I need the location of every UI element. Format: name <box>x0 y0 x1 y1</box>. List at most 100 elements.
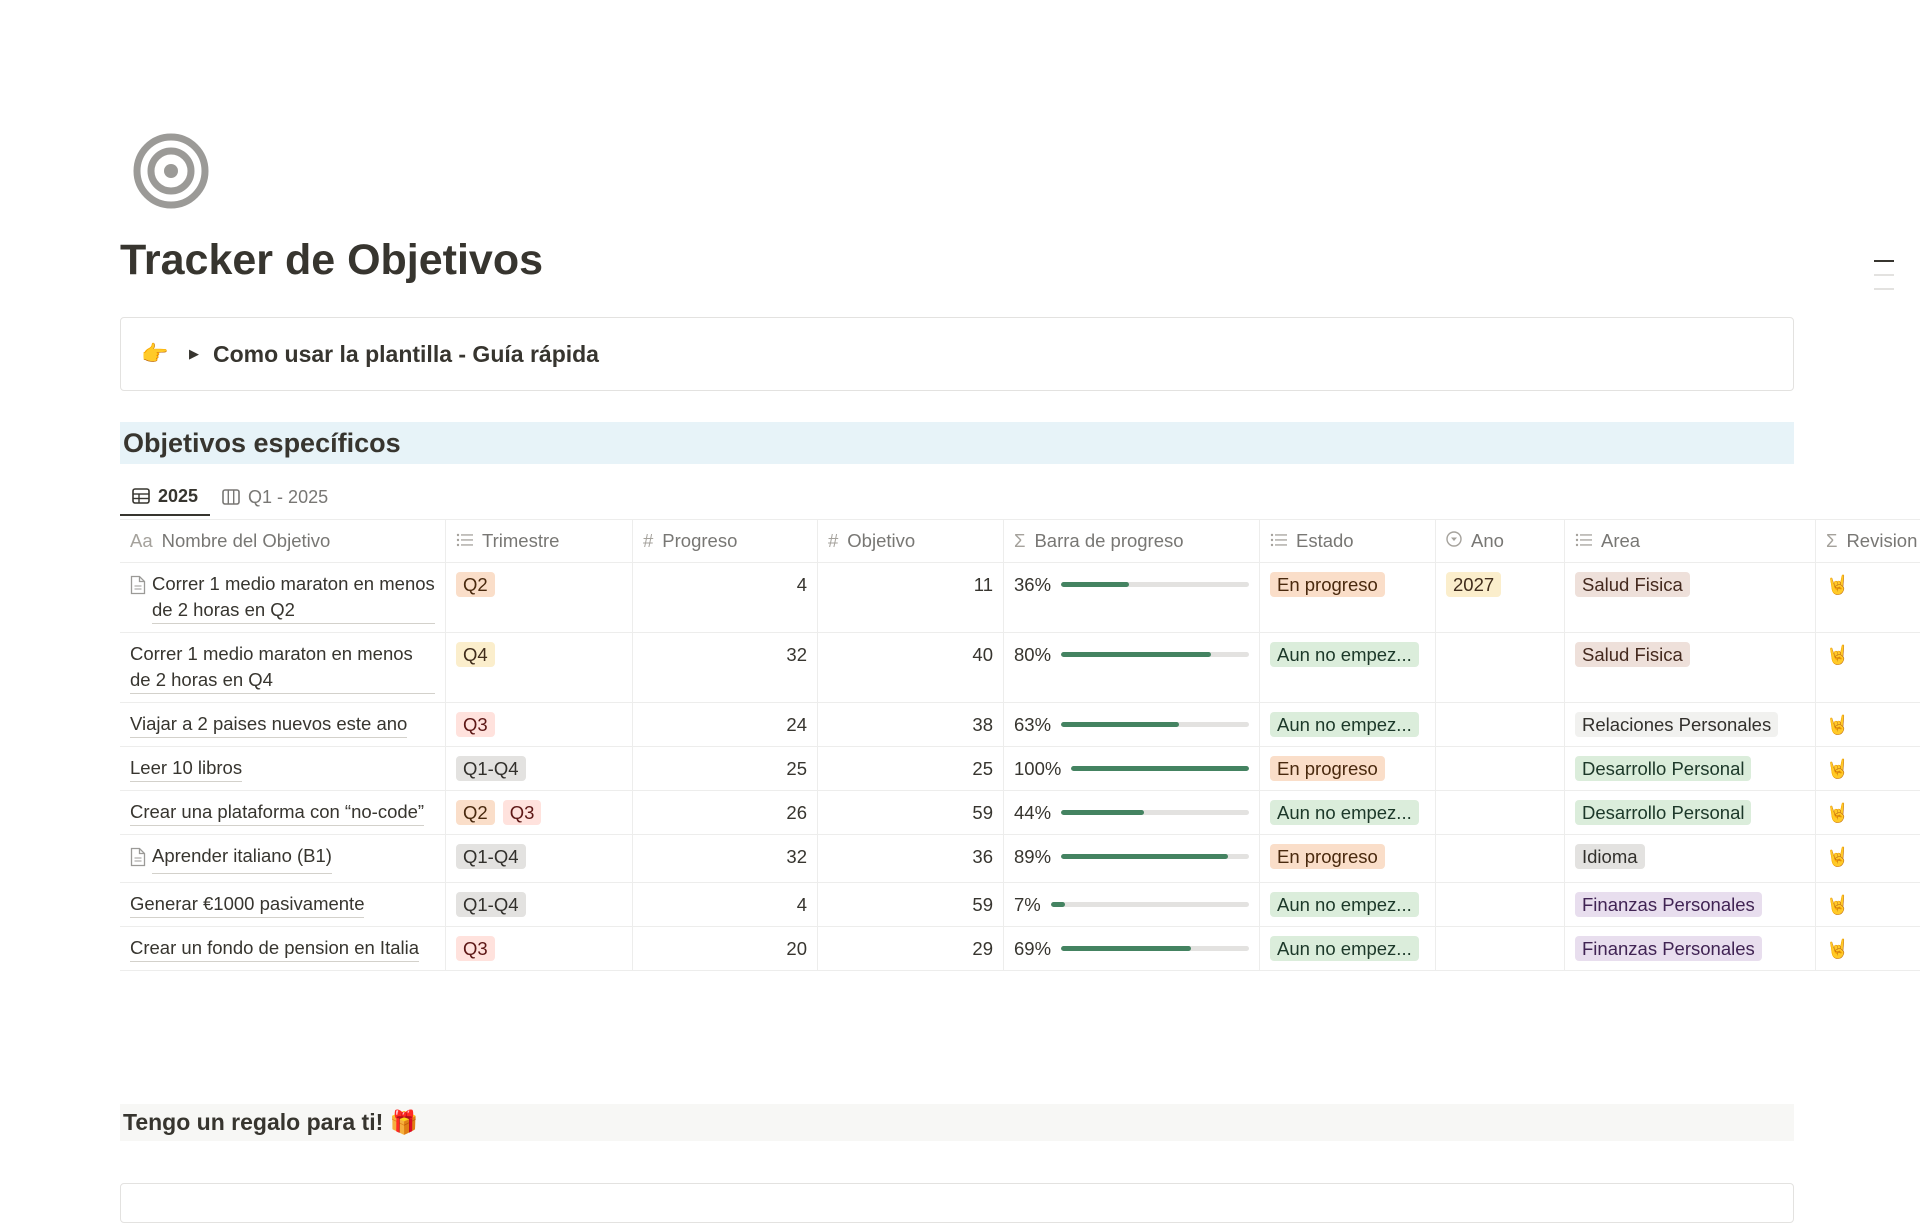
table-row[interactable]: Crear una plataforma con “no-code” Q2 Q3 26… <box>120 791 1920 835</box>
number-icon: # <box>643 529 654 551</box>
ano-cell[interactable] <box>1436 633 1565 702</box>
column-header-progreso[interactable]: # Progreso <box>633 520 818 562</box>
table-row[interactable]: Viajar a 2 paises nuevos este ano Q3 24 38 6… <box>120 703 1920 747</box>
progress-percent: 63% <box>1014 714 1052 735</box>
estado-cell[interactable]: Aun no empez... <box>1260 791 1436 834</box>
estado-cell[interactable]: En progreso <box>1260 563 1436 632</box>
objetivo-value[interactable]: 59 <box>818 883 1004 926</box>
progress-bar-wrap: 44% <box>1014 799 1249 826</box>
objective-name-cell[interactable]: Crear un fondo de pension en Italia <box>120 927 446 970</box>
objetivo-value[interactable]: 38 <box>818 703 1004 746</box>
revision-cell: 🤘 <box>1816 927 1920 970</box>
trimestre-cell[interactable]: Q2 <box>446 563 633 632</box>
revision-cell: 🤘 <box>1816 703 1920 746</box>
objective-name[interactable]: Crear un fondo de pension en Italia <box>130 935 420 962</box>
objective-name-cell[interactable]: Aprender italiano (B1) <box>120 835 446 882</box>
column-header-ano[interactable]: Ano <box>1436 520 1565 562</box>
estado-cell[interactable]: En progreso <box>1260 835 1436 882</box>
objetivo-value[interactable]: 25 <box>818 747 1004 790</box>
estado-cell[interactable]: Aun no empez... <box>1260 883 1436 926</box>
progreso-value[interactable]: 25 <box>633 747 818 790</box>
objective-name[interactable]: Aprender italiano (B1) <box>152 843 332 874</box>
column-header-barra-de-progreso[interactable]: Σ Barra de progreso <box>1004 520 1260 562</box>
ano-cell[interactable] <box>1436 835 1565 882</box>
objetivo-value[interactable]: 40 <box>818 633 1004 702</box>
trimestre-cell[interactable]: Q4 <box>446 633 633 702</box>
tab-q1-2025[interactable]: Q1 - 2025 <box>210 478 340 516</box>
objetivo-value[interactable]: 11 <box>818 563 1004 632</box>
column-header-label: Revision <box>1846 529 1918 551</box>
ano-cell[interactable] <box>1436 747 1565 790</box>
column-header-area[interactable]: Area <box>1565 520 1816 562</box>
trimestre-cell[interactable]: Q2 Q3 <box>446 791 633 834</box>
table-row[interactable]: Correr 1 medio maraton en menos de 2 hor… <box>120 563 1920 633</box>
table-row[interactable]: Generar €1000 pasivamente Q1-Q4 4 59 7% Aun n… <box>120 883 1920 927</box>
progress-percent: 89% <box>1014 846 1052 867</box>
objective-name[interactable]: Crear una plataforma con “no-code” <box>130 799 425 826</box>
estado-cell[interactable]: Aun no empez... <box>1260 927 1436 970</box>
progreso-value[interactable]: 4 <box>633 563 818 632</box>
area-cell[interactable]: Idioma <box>1565 835 1816 882</box>
trimestre-cell[interactable]: Q1-Q4 <box>446 883 633 926</box>
column-header-estado[interactable]: Estado <box>1260 520 1436 562</box>
objetivo-value[interactable]: 36 <box>818 835 1004 882</box>
target-icon <box>133 133 209 209</box>
objective-name[interactable]: Leer 10 libros <box>130 755 243 782</box>
estado-cell[interactable]: Aun no empez... <box>1260 633 1436 702</box>
trimestre-cell[interactable]: Q3 <box>446 703 633 746</box>
objective-name-cell[interactable]: Generar €1000 pasivamente <box>120 883 446 926</box>
ano-cell[interactable] <box>1436 883 1565 926</box>
column-header-nombre-del-objetivo[interactable]: Aa Nombre del Objetivo <box>120 520 446 562</box>
toggle-triangle-icon[interactable]: ▶ <box>189 346 199 361</box>
area-cell[interactable]: Salud Fisica <box>1565 633 1816 702</box>
rock-hand-icon: 🤘 <box>1826 846 1850 867</box>
column-header-trimestre[interactable]: Trimestre <box>446 520 633 562</box>
objective-name[interactable]: Viajar a 2 paises nuevos este ano <box>130 711 408 738</box>
area-cell[interactable]: Desarrollo Personal <box>1565 791 1816 834</box>
objetivo-value[interactable]: 59 <box>818 791 1004 834</box>
column-header-revision[interactable]: Σ Revision <box>1816 520 1920 562</box>
ano-cell[interactable] <box>1436 703 1565 746</box>
objective-name-cell[interactable]: Correr 1 medio maraton en menos de 2 hor… <box>120 633 446 702</box>
area-cell[interactable]: Desarrollo Personal <box>1565 747 1816 790</box>
progreso-value[interactable]: 4 <box>633 883 818 926</box>
table-row[interactable]: Crear un fondo de pension en Italia Q3 20 2… <box>120 927 1920 971</box>
trimestre-tag: Q2 <box>456 572 495 597</box>
progreso-value[interactable]: 24 <box>633 703 818 746</box>
table-row[interactable]: Aprender italiano (B1) Q1-Q4 32 36 89% En pro… <box>120 835 1920 883</box>
column-header-label: Estado <box>1296 529 1354 551</box>
area-cell[interactable]: Finanzas Personales <box>1565 927 1816 970</box>
progreso-value[interactable]: 32 <box>633 633 818 702</box>
progress-bar <box>1071 766 1249 771</box>
ano-cell[interactable] <box>1436 791 1565 834</box>
objective-name-cell[interactable]: Crear una plataforma con “no-code” <box>120 791 446 834</box>
objetivo-value[interactable]: 29 <box>818 927 1004 970</box>
objective-name-cell[interactable]: Viajar a 2 paises nuevos este ano <box>120 703 446 746</box>
table-row[interactable]: Leer 10 libros Q1-Q4 25 25 100% En progreso De… <box>120 747 1920 791</box>
objective-name[interactable]: Correr 1 medio maraton en menos de 2 hor… <box>130 641 435 694</box>
objective-name-cell[interactable]: Leer 10 libros <box>120 747 446 790</box>
area-cell[interactable]: Relaciones Personales <box>1565 703 1816 746</box>
area-cell[interactable]: Salud Fisica <box>1565 563 1816 632</box>
trimestre-cell[interactable]: Q1-Q4 <box>446 835 633 882</box>
trimestre-cell[interactable]: Q1-Q4 <box>446 747 633 790</box>
objective-name[interactable]: Generar €1000 pasivamente <box>130 891 365 918</box>
objective-name-cell[interactable]: Correr 1 medio maraton en menos de 2 hor… <box>120 563 446 632</box>
ano-cell[interactable] <box>1436 927 1565 970</box>
trimestre-cell[interactable]: Q3 <box>446 927 633 970</box>
progress-bar <box>1061 946 1249 951</box>
tab-2025[interactable]: 2025 <box>120 478 211 516</box>
progreso-value[interactable]: 20 <box>633 927 818 970</box>
ano-cell[interactable]: 2027 <box>1436 563 1565 632</box>
estado-cell[interactable]: Aun no empez... <box>1260 703 1436 746</box>
objective-name[interactable]: Correr 1 medio maraton en menos de 2 hor… <box>152 571 435 624</box>
area-cell[interactable]: Finanzas Personales <box>1565 883 1816 926</box>
guide-toggle-label[interactable]: Como usar la plantilla - Guía rápida <box>213 340 599 367</box>
table-row[interactable]: Correr 1 medio maraton en menos de 2 hor… <box>120 633 1920 703</box>
progreso-value[interactable]: 32 <box>633 835 818 882</box>
estado-cell[interactable]: En progreso <box>1260 747 1436 790</box>
table-of-contents-toggle[interactable] <box>1874 260 1894 302</box>
guide-callout[interactable]: 👉 ▶ Como usar la plantilla - Guía rápida <box>120 317 1794 391</box>
column-header-objetivo[interactable]: # Objetivo <box>818 520 1004 562</box>
progreso-value[interactable]: 26 <box>633 791 818 834</box>
